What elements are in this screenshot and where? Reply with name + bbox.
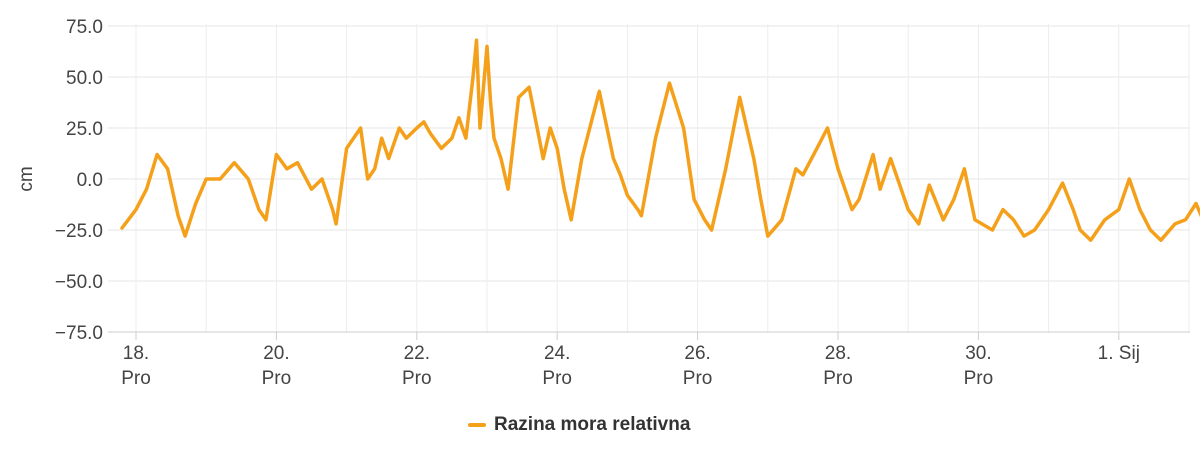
x-tick-label-line2: Pro [823,368,853,389]
x-tick-label: 22. [404,343,430,364]
x-tick-label-line2: Pro [542,368,572,389]
series-line[interactable] [120,38,1200,277]
x-tick-label: 28. [825,343,851,364]
x-tick-label: 20. [263,343,289,364]
y-tick-label: −50.0 [55,272,103,293]
y-axis-title: cm [16,166,37,191]
y-axis: 75.0 50.0 25.0 0.0 −25.0 −50.0 −75.0 [55,17,103,344]
x-tick-label: 18. [123,343,149,364]
series-group [120,38,1200,277]
y-tick-label: 75.0 [66,17,103,38]
y-tick-label: 0.0 [77,170,103,191]
x-tick-label: 26. [684,343,710,364]
x-tick-label: 30. [965,343,991,364]
x-tick-label-line2: Pro [262,368,292,389]
y-tick-label: 50.0 [66,68,103,89]
y-tick-label: 25.0 [66,119,103,140]
x-tick-label: 24. [544,343,570,364]
legend-label: Razina mora relativna [494,414,691,435]
chart: 75.0 50.0 25.0 0.0 −25.0 −50.0 −75.0 18. Pro 20.… [16,17,1200,389]
x-axis: 18. Pro 20. Pro 22. Pro 24. Pro 26. Pro 28. Pro 30. P… [108,331,1190,389]
legend-swatch [468,423,486,427]
x-tick-label-line2: Pro [402,368,432,389]
y-tick-label: −75.0 [55,323,103,344]
x-tick-label-line2: Pro [683,368,713,389]
x-tick-label: 1. Sij [1098,343,1140,364]
x-tick-label-line2: Pro [964,368,994,389]
grid [108,24,1190,333]
y-tick-label: −25.0 [55,221,103,242]
legend[interactable]: Razina mora relativna [468,414,690,436]
x-tick-label-line2: Pro [121,368,151,389]
